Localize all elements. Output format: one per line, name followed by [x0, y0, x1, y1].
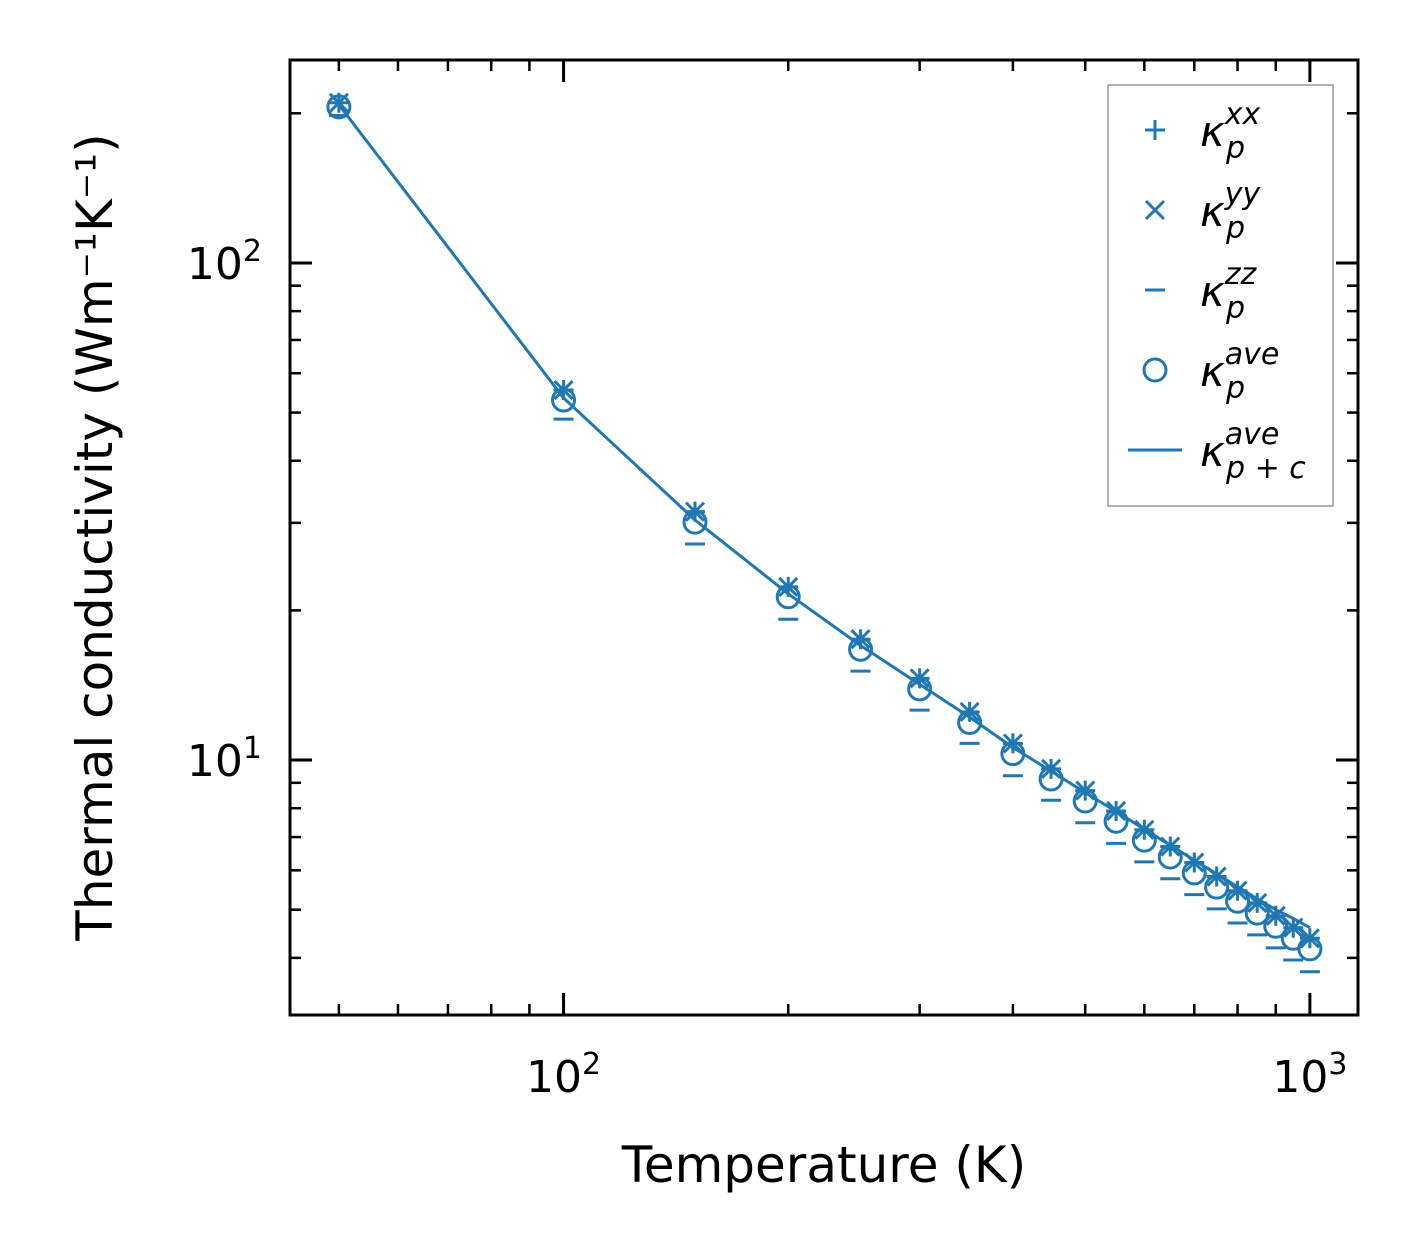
x-tick-label: 103	[1272, 1047, 1347, 1103]
x-tick-label: 102	[526, 1047, 601, 1103]
series-kappa_p_ave	[326, 94, 1323, 962]
legend-label: κzz p	[1200, 257, 1258, 326]
tick-labels: 102 103 101 102	[187, 234, 1348, 1103]
y-axis-title: Thermal conductivity (Wm⁻¹K⁻¹)	[66, 133, 124, 941]
legend-label: κyy p	[1200, 177, 1262, 246]
series-kappa_p+c_ave	[337, 103, 1311, 930]
circle-marker	[1225, 888, 1251, 914]
y-tick-label: 101	[187, 731, 262, 787]
x-axis-title: Temperature (K)	[621, 1136, 1026, 1194]
circle-marker	[1142, 357, 1168, 383]
legend-label: κave p + c	[1200, 417, 1306, 486]
circle-marker	[907, 676, 933, 702]
circle-marker	[326, 94, 352, 120]
circle-marker	[1204, 874, 1230, 900]
plot-frame	[288, 58, 1360, 1017]
series-kappa_p_zz	[328, 113, 1320, 974]
legend-label: κxx p	[1200, 97, 1261, 166]
circle-marker	[848, 636, 874, 662]
legend: κxx p κyy p κzz p κave p κave p + c	[1107, 84, 1334, 507]
axis-ticks	[290, 60, 1358, 1015]
circle-marker	[1244, 900, 1270, 926]
plus-marker	[1145, 120, 1165, 140]
y-tick-label: 102	[187, 234, 262, 290]
circle-marker	[1263, 913, 1289, 939]
circle-marker	[1297, 936, 1323, 962]
x-marker	[1144, 199, 1166, 221]
series-line	[337, 103, 1311, 930]
circle-marker	[682, 509, 708, 535]
legend-label: κave p	[1200, 337, 1279, 406]
circle-marker	[551, 387, 577, 413]
legend-box	[1107, 84, 1334, 507]
circle-marker	[957, 709, 983, 735]
plot-marks	[326, 92, 1323, 974]
circle-marker	[775, 584, 801, 610]
